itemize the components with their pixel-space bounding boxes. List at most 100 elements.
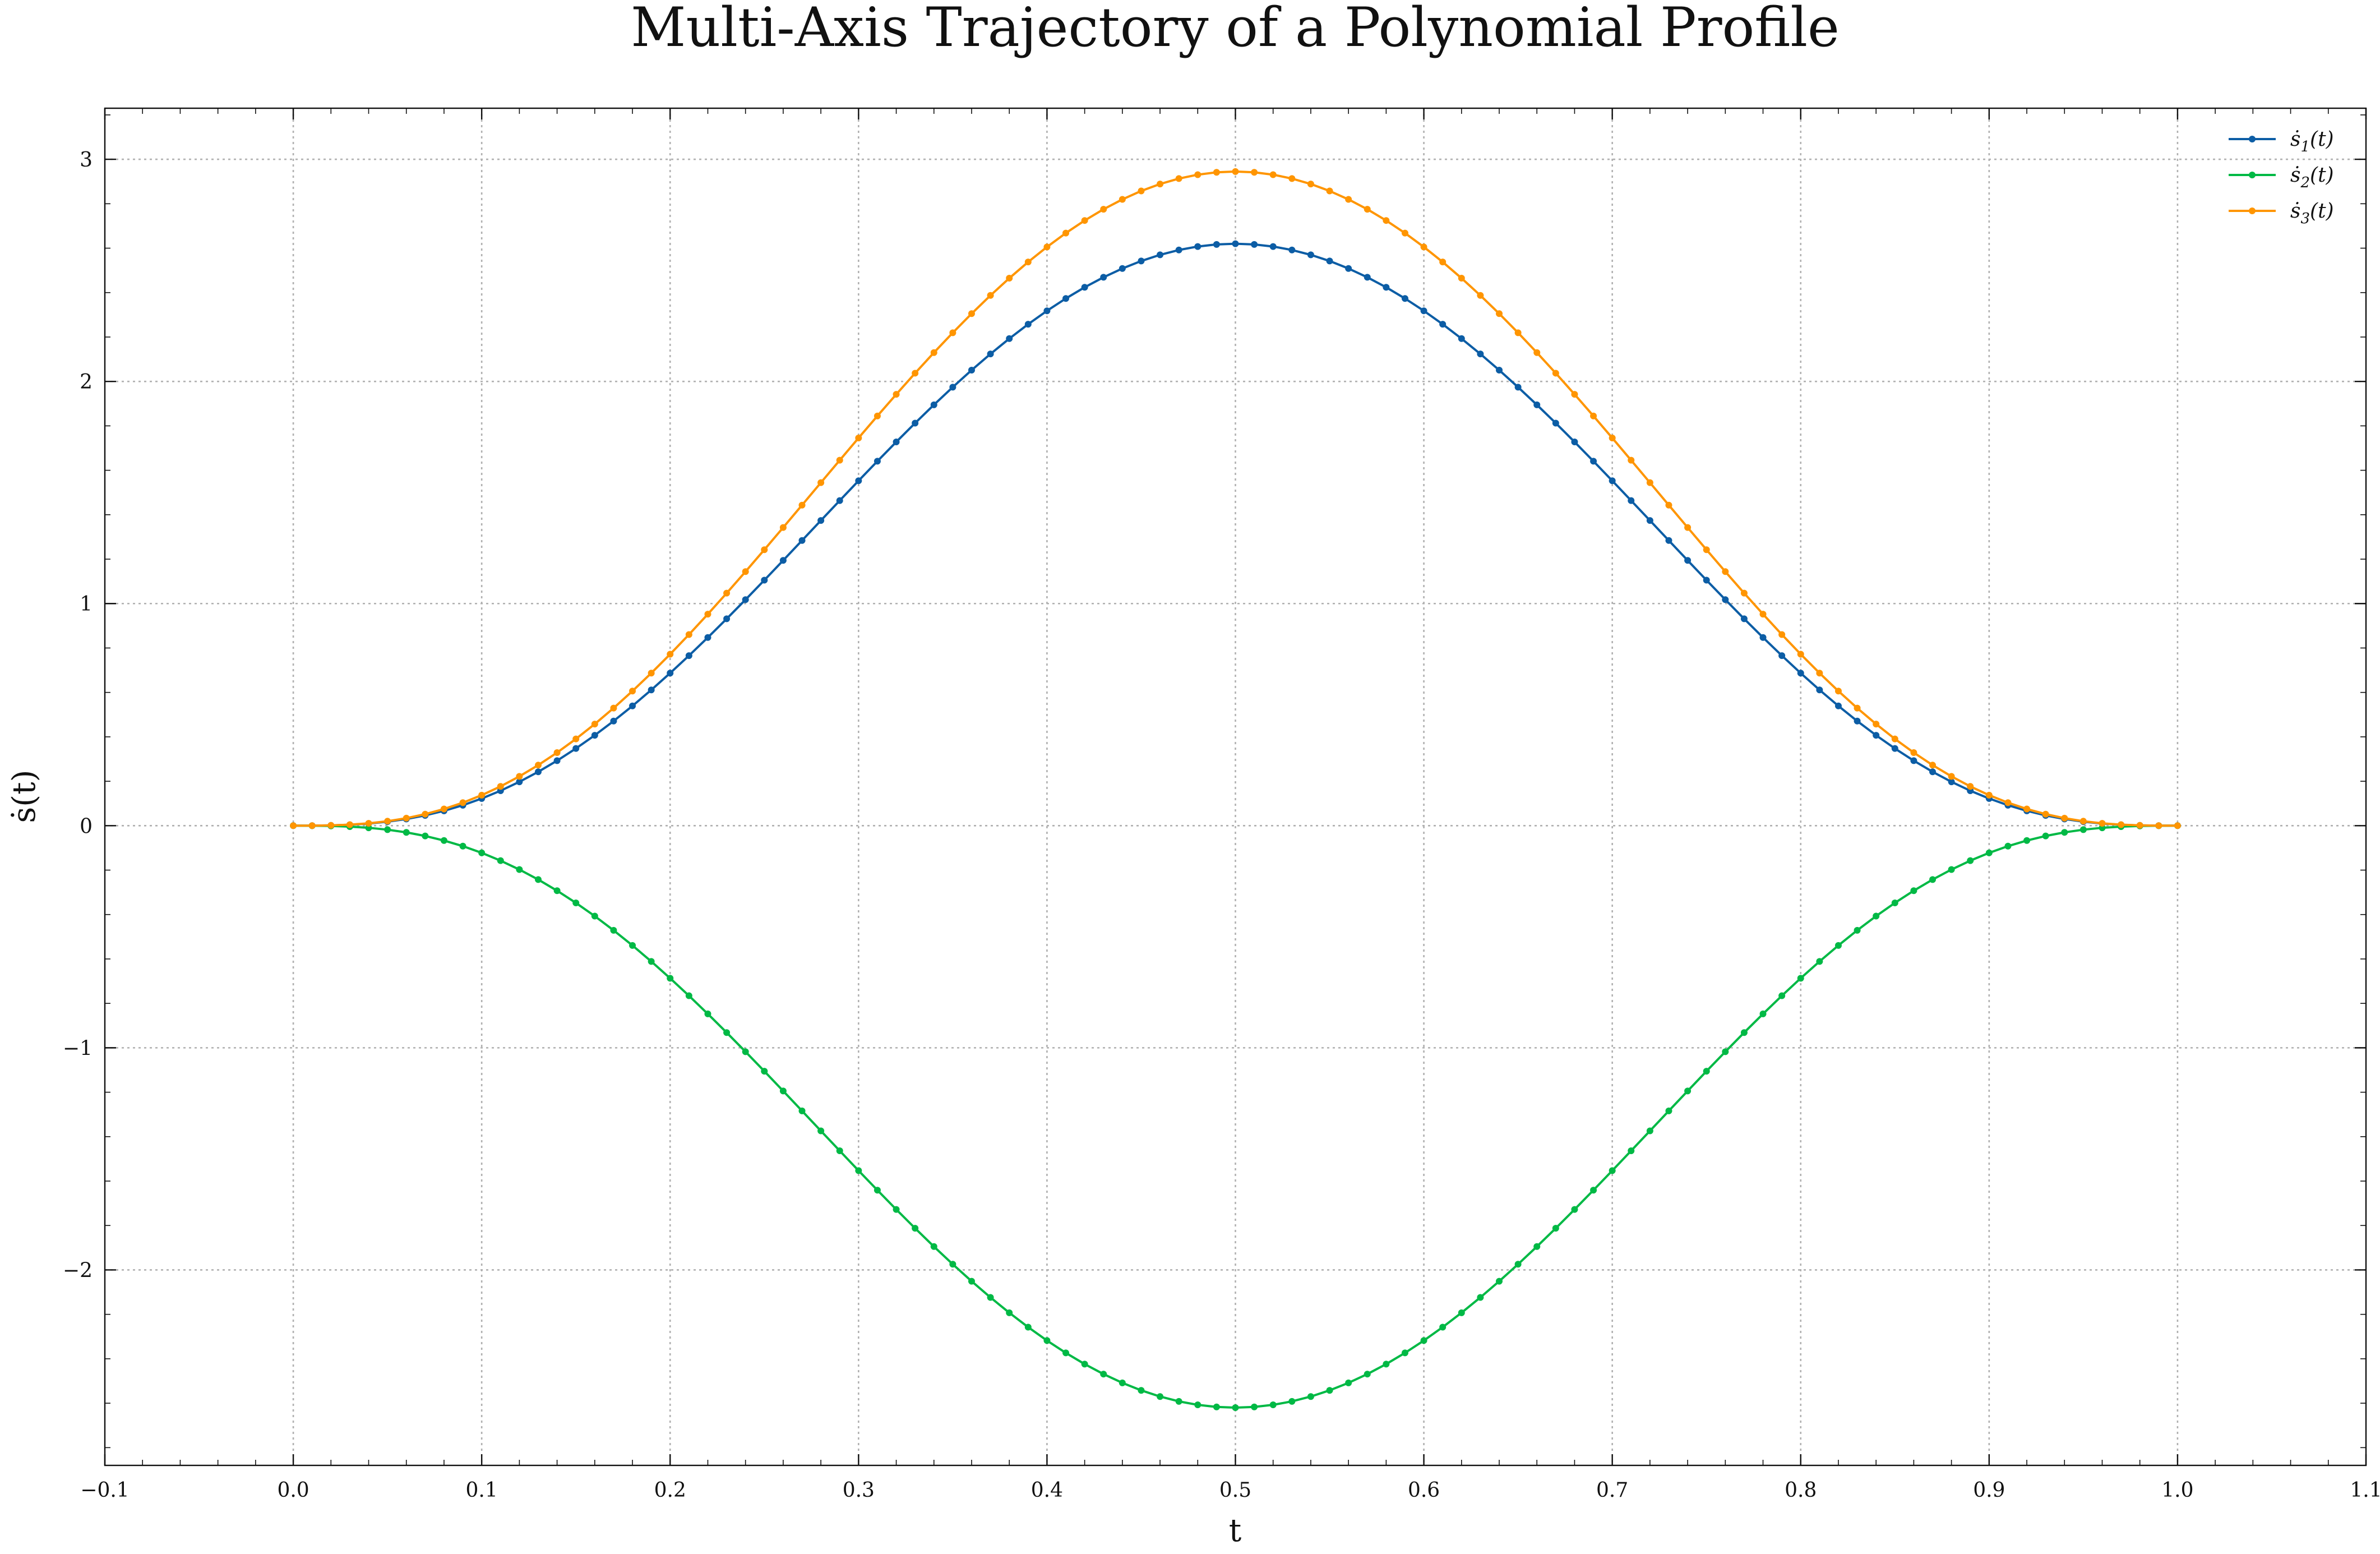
data-point [1138,187,1145,195]
data-point [1967,857,1974,864]
data-point [2118,821,2125,828]
data-point [591,912,598,920]
data-point [1024,1324,1032,1331]
x-tick-label: −0.1 [80,1479,129,1502]
data-point [1834,702,1842,709]
data-point [1665,1107,1672,1114]
data-point [874,412,881,419]
data-point [1043,243,1051,251]
data-point [685,652,692,660]
data-point [1006,335,1013,342]
x-tick-label: 0.7 [1596,1479,1628,1502]
series-3 [290,168,2181,829]
data-point [1628,456,1635,464]
data-point [1552,1225,1559,1232]
data-point [704,634,711,641]
data-point [1778,992,1786,999]
x-tick-labels: −0.1 0.0 0.1 0.2 0.3 0.4 0.5 0.6 0.7 0.8 0.9 1.0 1.1 [80,1479,2380,1502]
data-point [478,849,486,856]
data-point [930,401,937,408]
data-point [1420,307,1427,315]
data-point [798,501,806,509]
data-point [2023,837,2031,844]
data-point [1458,1309,1465,1316]
data-point [930,1243,937,1250]
data-point [1383,217,1390,224]
data-point [893,391,900,398]
data-point [1740,1029,1748,1036]
data-point [855,477,862,485]
data-point [1703,546,1710,554]
data-point [534,762,542,769]
data-point [2004,799,2012,806]
data-point [1175,246,1182,253]
data-point [968,310,975,317]
legend-marker [2249,207,2256,214]
data-point [1119,265,1126,272]
data-point [440,805,447,813]
data-point [1232,168,1239,175]
grid [105,108,2366,1465]
data-point [478,791,486,799]
data-point [422,832,429,840]
data-point [912,370,919,377]
data-point [2042,832,2049,840]
data-point [648,670,655,677]
data-point [761,546,768,554]
data-point [1345,1379,1352,1386]
x-tick-label: 0.8 [1785,1479,1817,1502]
data-point [1081,1361,1088,1368]
data-point [2136,822,2143,829]
data-point [1232,1404,1239,1412]
y-tick-labels: −2 −1 0 1 2 3 [63,149,93,1282]
data-point [629,702,636,709]
data-point [667,651,674,658]
data-point [1157,181,1164,188]
data-point [968,367,975,374]
data-point [1043,1337,1051,1344]
data-point [667,975,674,982]
data-point [836,456,843,464]
data-point [1609,1167,1616,1174]
data-point [1496,1278,1503,1285]
data-point [1326,1387,1333,1394]
y-tick-label: 3 [80,149,93,172]
data-point [1439,259,1447,266]
data-point [534,876,542,883]
data-point [893,439,900,446]
data-point [516,778,523,786]
data-point [1834,942,1842,949]
legend-entry: ṡ3(t) [2229,200,2334,227]
y-tick-label: −1 [63,1037,93,1060]
data-point [1288,175,1296,182]
data-point [1985,849,1993,856]
data-point [1420,1337,1427,1344]
data-point [1646,517,1653,524]
data-point [534,768,542,776]
data-point [1910,887,1917,894]
data-point [1269,1401,1277,1409]
data-point [1910,749,1917,757]
data-point [346,821,353,828]
data-point [987,1294,994,1301]
data-point [968,1278,975,1285]
legend-entry: ṡ1(t) [2229,128,2334,155]
data-point [1062,1349,1070,1357]
data-point [855,1167,862,1174]
data-point [629,688,636,695]
data-point [723,1029,731,1036]
data-point [1326,257,1333,265]
data-point [1759,634,1767,641]
data-point [497,783,504,790]
data-point [874,1187,881,1194]
x-tick-label: 0.3 [843,1479,875,1502]
legend-entry: ṡ2(t) [2229,164,2334,191]
data-point [1703,577,1710,584]
x-tick-label: 1.1 [2350,1479,2380,1502]
x-tick-label: 0.0 [277,1479,309,1502]
legend: ṡ1(t) ṡ2(t) ṡ3(t) [2229,128,2334,227]
data-point [1759,1010,1767,1017]
data-point [912,419,919,427]
data-point [1590,458,1597,465]
x-tick-label: 0.5 [1219,1479,1251,1502]
